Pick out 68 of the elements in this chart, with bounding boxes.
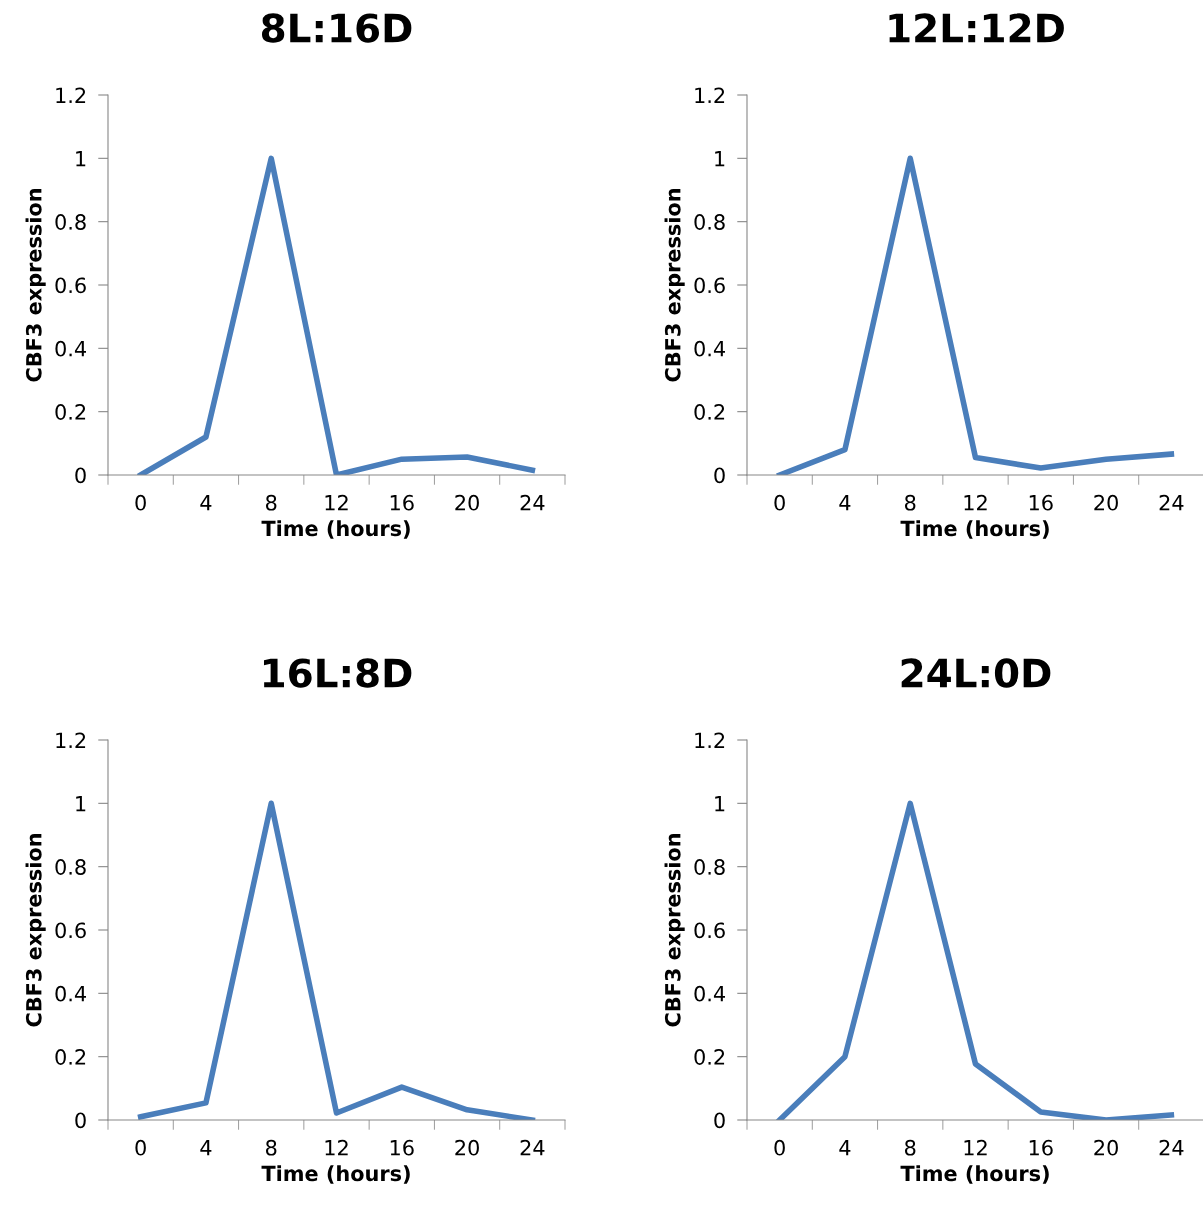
y-tick-label: 0.2	[55, 404, 86, 420]
x-tick-label: 16	[1029, 1139, 1053, 1156]
x-tick-label: 8	[266, 494, 277, 511]
y-tick-label: 1	[76, 151, 86, 167]
y-tick-label: 0	[75, 467, 86, 484]
x-tick-label: 24	[520, 1139, 545, 1156]
x-tick-label: 16	[1029, 494, 1053, 511]
y-tick-label: 0.8	[55, 214, 86, 230]
x-tick-label: 4	[839, 1140, 851, 1156]
x-tick-label: 12	[325, 494, 348, 511]
y-tick-label: 0.2	[694, 404, 725, 420]
y-tick-label: 0	[714, 467, 725, 484]
y-tick-label: 0.6	[694, 922, 725, 939]
x-tick-label: 24	[1159, 1139, 1184, 1156]
x-tick-label: 0	[135, 494, 146, 511]
chart-title: 8L:16D	[261, 13, 412, 43]
y-tick-label: 0.8	[694, 214, 725, 230]
x-tick-label: 12	[964, 494, 987, 511]
y-tick-label: 0.6	[55, 922, 86, 939]
x-tick-label: 0	[774, 494, 785, 511]
y-tick-label: 1.2	[695, 87, 725, 103]
y-tick-label: 0.6	[55, 277, 86, 294]
y-tick-label: 0.4	[694, 985, 725, 1002]
y-tick-label: 0.8	[694, 859, 725, 875]
y-tick-label: 0	[714, 1112, 725, 1129]
x-tick-label: 4	[200, 1140, 212, 1156]
y-tick-label: 0.6	[694, 277, 725, 294]
x-axis-title: Time (hours)	[900, 1165, 1049, 1184]
x-tick-label: 8	[266, 1139, 277, 1156]
y-tick-label: 0.4	[55, 340, 86, 357]
x-tick-label: 24	[520, 494, 545, 511]
x-tick-label: 0	[135, 1139, 146, 1156]
x-axis-title: Time (hours)	[261, 520, 410, 539]
x-tick-label: 24	[1159, 494, 1184, 511]
y-tick-label: 0.8	[55, 859, 86, 875]
y-axis-title: CBF3 expression	[664, 189, 685, 382]
x-tick-label: 20	[1094, 1139, 1118, 1156]
x-tick-label: 4	[839, 495, 851, 511]
x-tick-label: 20	[455, 494, 479, 511]
chart-title: 24L:0D	[901, 658, 1051, 688]
x-tick-label: 16	[390, 494, 414, 511]
y-tick-label: 0	[75, 1112, 86, 1129]
x-tick-label: 20	[455, 1139, 479, 1156]
y-tick-label: 0.2	[694, 1049, 725, 1065]
y-tick-label: 1.2	[695, 732, 725, 748]
y-axis-title: CBF3 expression	[25, 834, 46, 1027]
y-tick-label: 0.4	[694, 340, 725, 357]
x-tick-label: 8	[905, 494, 916, 511]
x-tick-label: 12	[964, 1139, 987, 1156]
y-tick-label: 1.2	[56, 732, 86, 748]
y-tick-label: 0.2	[55, 1049, 86, 1065]
x-tick-label: 12	[325, 1139, 348, 1156]
y-tick-label: 0.4	[55, 985, 86, 1002]
chart-title: 16L:8D	[263, 658, 412, 688]
x-tick-label: 20	[1094, 494, 1118, 511]
x-tick-label: 0	[774, 1139, 785, 1156]
chart-title: 12L:12D	[889, 13, 1064, 43]
x-tick-label: 8	[905, 1139, 916, 1156]
y-tick-label: 1.2	[56, 87, 86, 103]
x-axis-title: Time (hours)	[261, 1165, 410, 1184]
y-axis-title: CBF3 expression	[25, 189, 46, 382]
y-tick-label: 1	[715, 796, 725, 812]
x-axis-title: Time (hours)	[900, 520, 1049, 539]
y-axis-title: CBF3 expression	[664, 834, 685, 1027]
x-tick-label: 4	[200, 495, 212, 511]
y-tick-label: 1	[715, 151, 725, 167]
y-tick-label: 1	[76, 796, 86, 812]
x-tick-label: 16	[390, 1139, 414, 1156]
